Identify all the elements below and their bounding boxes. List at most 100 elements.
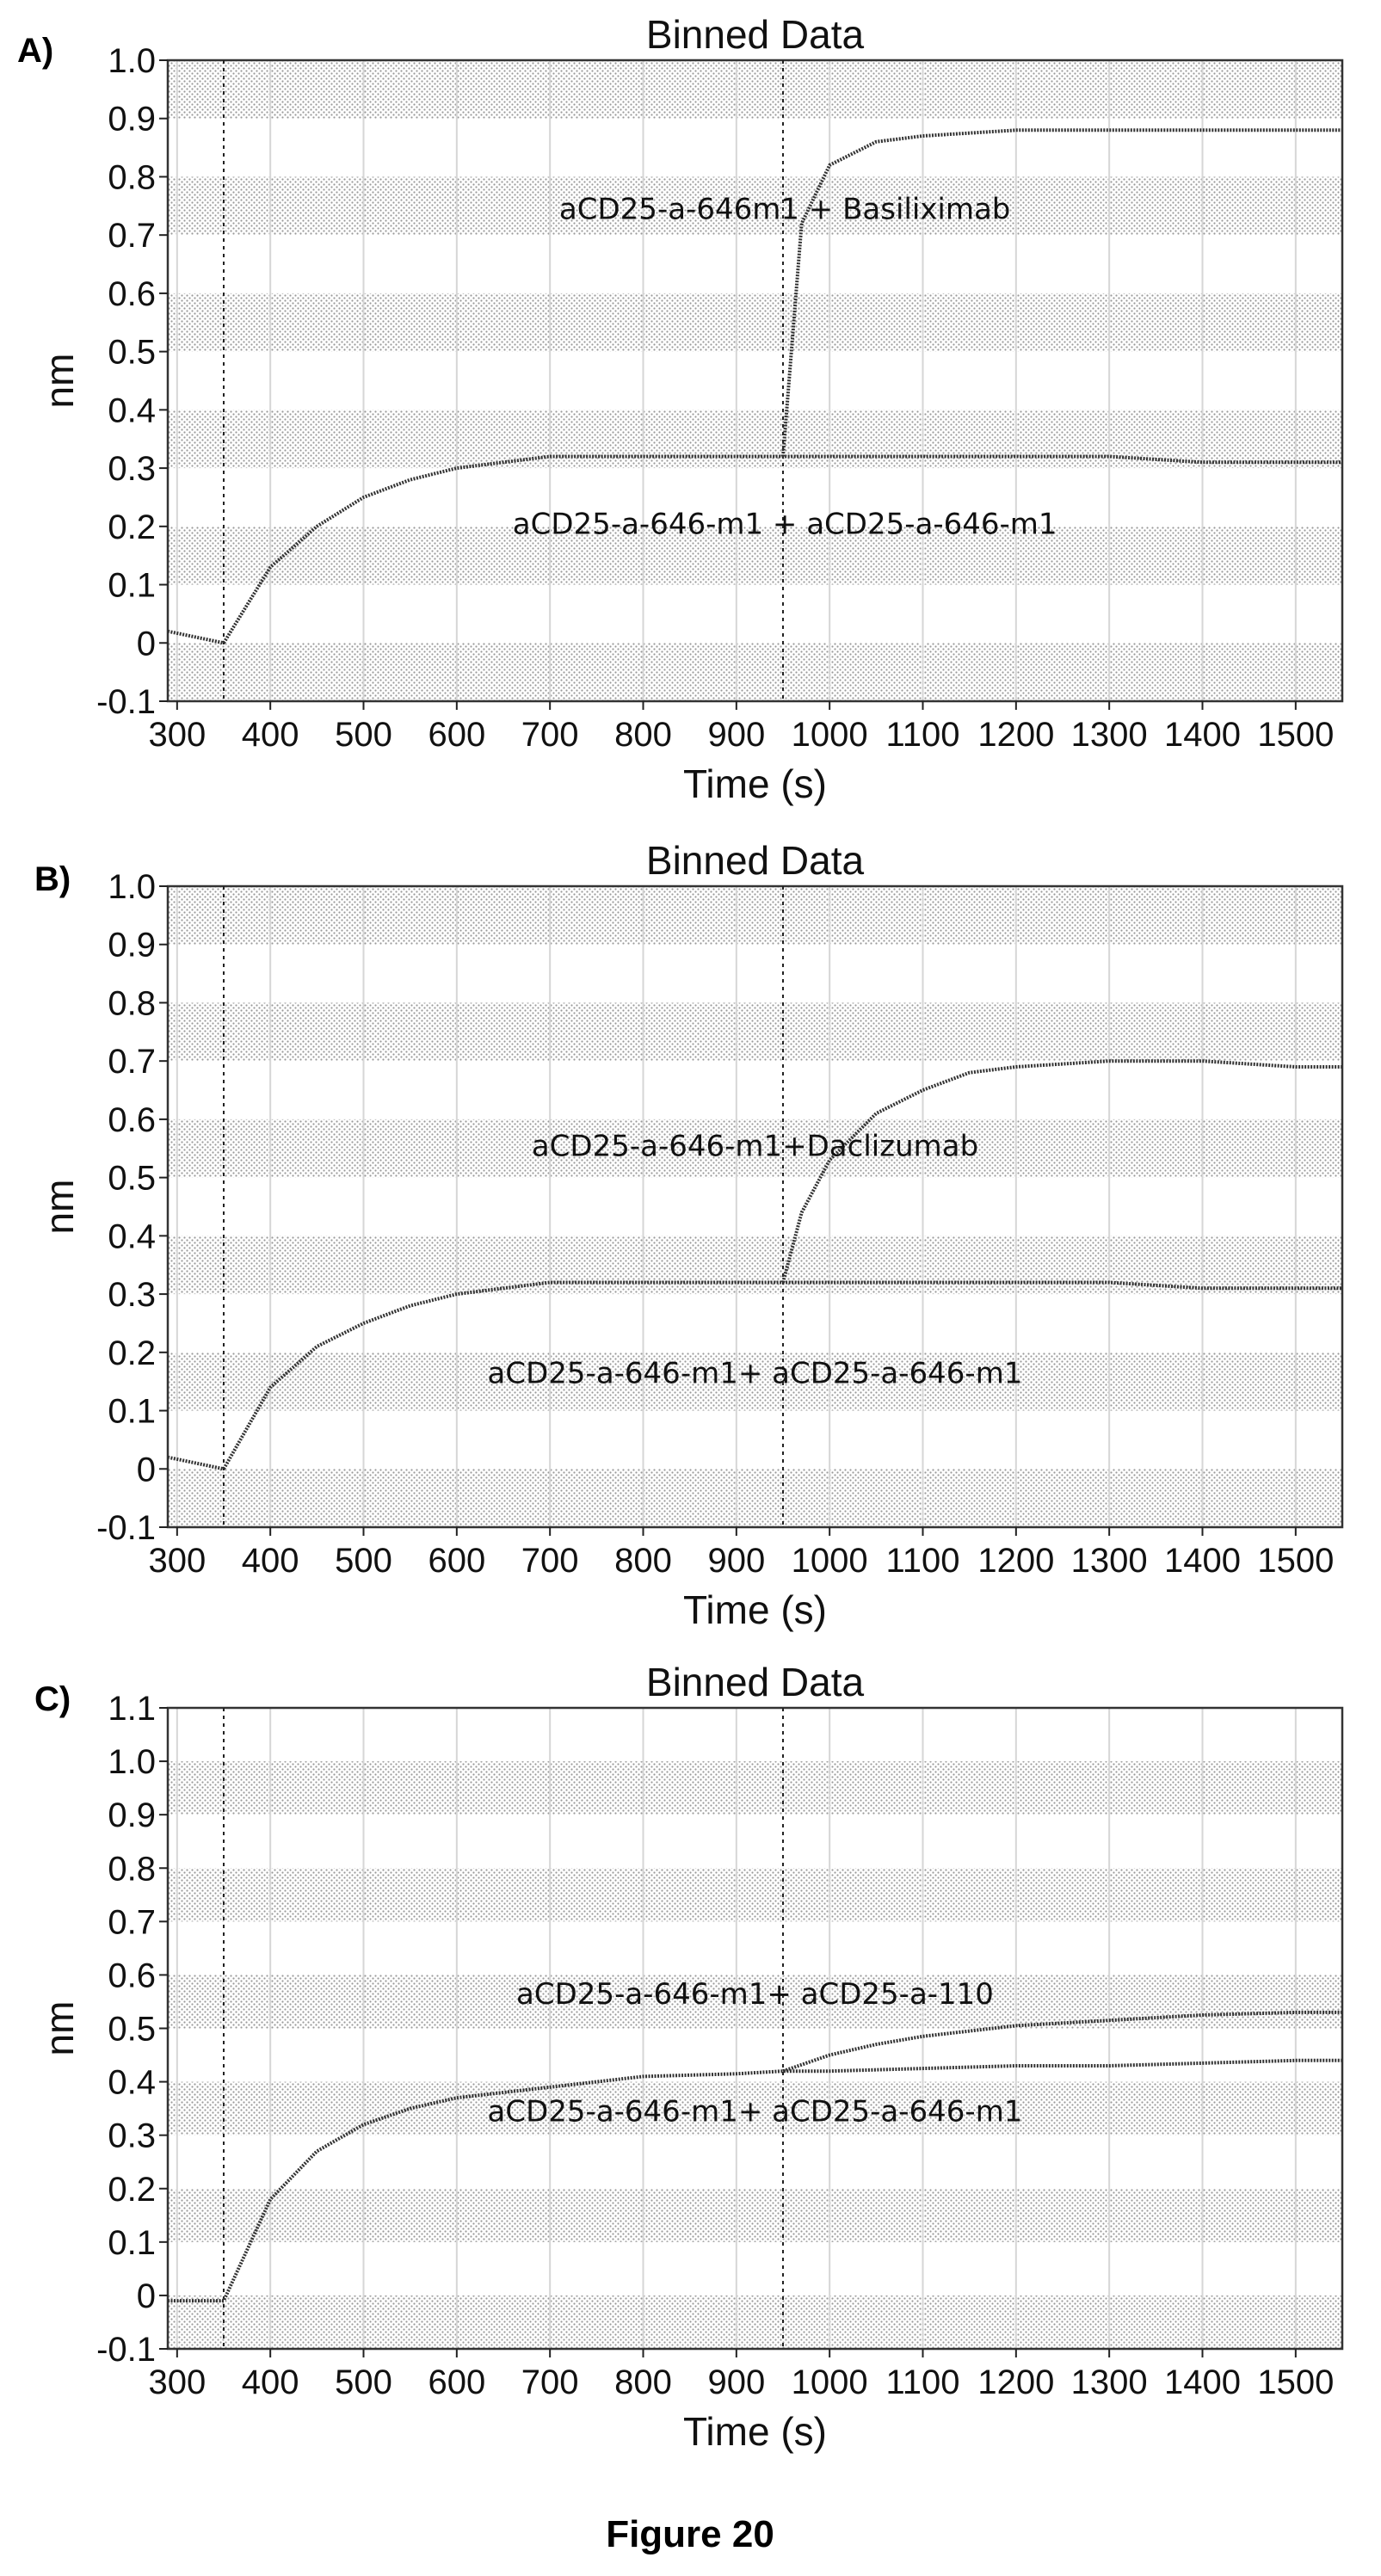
x-tick-label: 600 [428, 716, 485, 754]
y-tick-label: 0.6 [108, 1101, 156, 1139]
series-annotation-1: aCD25-a-646-m1+Daclizumab [532, 1129, 978, 1163]
x-axis-label: Time (s) [683, 1587, 827, 1632]
x-tick-label: 500 [335, 1542, 392, 1580]
series-annotation-2: aCD25-a-646-m1 + aCD25-a-646-m1 [513, 507, 1057, 541]
x-tick-label: 1200 [977, 2363, 1054, 2401]
y-tick-label: 0 [137, 625, 156, 662]
panel-label: C) [34, 1680, 71, 1718]
y-tick-label: 0.7 [108, 217, 156, 255]
series-line-2 [781, 1059, 1342, 1284]
x-tick-label: 900 [707, 2363, 765, 2401]
y-tick-label: 0.6 [108, 275, 156, 313]
x-tick-label: 600 [428, 1542, 485, 1580]
x-tick-label: 1300 [1071, 2363, 1148, 2401]
x-tick-label: 1000 [792, 716, 868, 754]
y-tick-label: 0.5 [108, 2011, 156, 2049]
gridband [168, 643, 1342, 701]
y-tick-label: 0.9 [108, 1796, 156, 1834]
y-tick-label: 0.4 [108, 2064, 156, 2102]
y-tick-label: 1.1 [108, 1690, 156, 1728]
y-tick-label: 0.1 [108, 1393, 156, 1431]
gridband [168, 410, 1342, 469]
y-tick-label: 1.0 [108, 42, 156, 80]
y-tick-label: 0.1 [108, 2224, 156, 2262]
plot-frame [166, 59, 1344, 703]
y-tick-label: -0.1 [96, 2331, 156, 2369]
plot-frame [166, 884, 1344, 1529]
gridband [168, 2188, 1342, 2242]
gridband [168, 1469, 1342, 1527]
x-tick-label: 500 [335, 716, 392, 754]
y-tick-label: 0 [137, 2277, 156, 2315]
x-tick-label: 1000 [792, 2363, 868, 2401]
x-tick-label: 300 [148, 1542, 206, 1580]
y-tick-label: 0.1 [108, 567, 156, 605]
x-tick-label: 1100 [885, 2363, 959, 2401]
chart-panel-3: -0.1 0 0.1 0.2 0.3 0.4 0.5 0.6 0.7 0.8 0.9 1.0 1.1 30… [34, 1660, 1344, 2454]
chart-panel-1: -0.1 0 0.1 0.2 0.3 0.4 0.5 0.6 0.7 0.8 0.9 1.0 300 40… [17, 12, 1344, 806]
x-tick-label: 1200 [977, 1542, 1054, 1580]
y-tick-label: -0.1 [96, 1509, 156, 1547]
y-tick-label: 0.3 [108, 450, 156, 488]
y-tick-label: 0.4 [108, 391, 156, 429]
gridband [168, 1761, 1342, 1815]
y-tick-label: 0.2 [108, 1334, 156, 1372]
y-tick-label: 0.8 [108, 984, 156, 1022]
y-tick-label: 0.8 [108, 1850, 156, 1888]
x-axis-label: Time (s) [683, 761, 827, 806]
x-tick-label: 300 [148, 2363, 206, 2401]
series-line-1 [168, 2058, 1342, 2303]
x-tick-label: 1400 [1164, 1542, 1241, 1580]
y-tick-label: 0.9 [108, 101, 156, 139]
series-line-1 [167, 454, 1342, 645]
x-tick-label: 800 [614, 2363, 672, 2401]
x-tick-label: 1500 [1257, 716, 1334, 754]
series-line-1 [167, 1280, 1342, 1471]
panel-label: A) [17, 32, 53, 70]
x-tick-label: 1000 [792, 1542, 868, 1580]
x-tick-label: 400 [242, 716, 299, 754]
x-tick-label: 1200 [977, 716, 1054, 754]
y-tick-label: 0.9 [108, 927, 156, 964]
y-tick-label: 0.3 [108, 2117, 156, 2155]
x-tick-label: 1400 [1164, 716, 1241, 754]
gridband [168, 60, 1342, 119]
chart-title: Binned Data [646, 1660, 865, 1704]
y-tick-label: -0.1 [96, 683, 156, 721]
x-axis-label: Time (s) [683, 2409, 827, 2454]
y-tick-label: 0.3 [108, 1276, 156, 1314]
x-tick-label: 900 [707, 716, 765, 754]
x-tick-label: 400 [242, 2363, 299, 2401]
y-tick-label: 0.2 [108, 2171, 156, 2209]
gridband [168, 1002, 1342, 1062]
y-tick-label: 0.5 [108, 1160, 156, 1198]
y-tick-label: 1.0 [108, 868, 156, 906]
y-tick-label: 0.6 [108, 1957, 156, 1994]
series-line-2 [781, 128, 1342, 457]
series-annotation-2: aCD25-a-646-m1+ aCD25-a-646-m1 [488, 2095, 1023, 2129]
chart-title: Binned Data [646, 838, 865, 883]
series-line-2 [782, 2010, 1342, 2074]
x-tick-label: 900 [707, 1542, 765, 1580]
x-tick-label: 1500 [1257, 2363, 1334, 2401]
x-tick-label: 1500 [1257, 1542, 1334, 1580]
y-tick-label: 0.8 [108, 158, 156, 196]
x-tick-label: 1300 [1071, 716, 1148, 754]
y-axis-label: nm [37, 2001, 82, 2056]
chart-title: Binned Data [646, 12, 865, 57]
series-annotation-1: aCD25-a-646m1 + Basiliximab [559, 193, 1010, 227]
x-tick-label: 1100 [885, 716, 959, 754]
x-tick-label: 800 [614, 1542, 672, 1580]
y-tick-label: 0.7 [108, 1903, 156, 1941]
gridband [168, 293, 1342, 352]
x-tick-label: 800 [614, 716, 672, 754]
x-tick-label: 1400 [1164, 2363, 1241, 2401]
x-tick-label: 300 [148, 716, 206, 754]
x-tick-label: 400 [242, 1542, 299, 1580]
figure-caption: Figure 20 [606, 2513, 774, 2555]
y-tick-label: 0.5 [108, 334, 156, 372]
x-tick-label: 600 [428, 2363, 485, 2401]
x-tick-label: 700 [521, 2363, 579, 2401]
x-tick-label: 1300 [1071, 1542, 1148, 1580]
